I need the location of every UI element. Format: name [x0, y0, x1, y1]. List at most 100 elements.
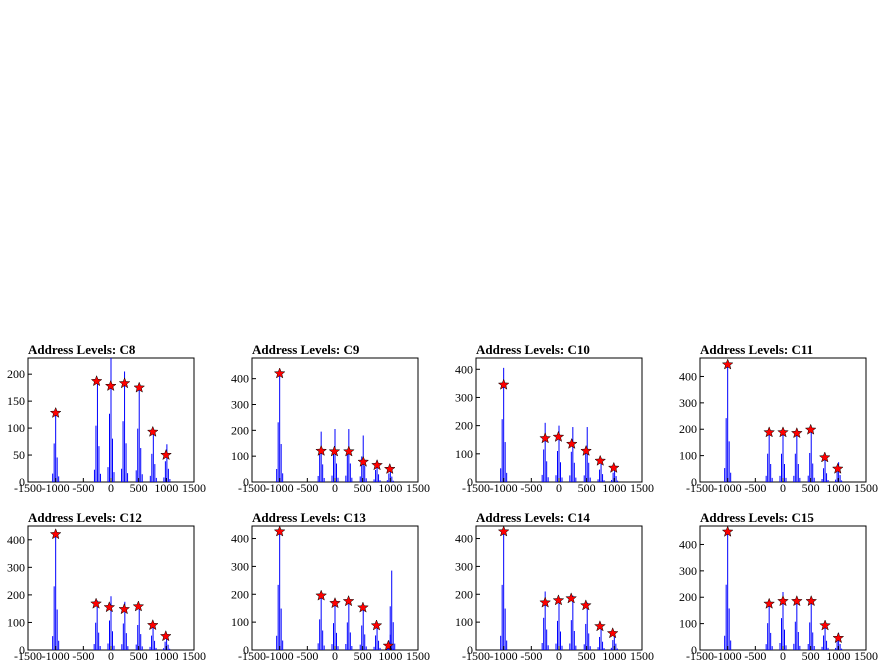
- y-tick-label: 300: [231, 398, 249, 412]
- x-tick-label: -500: [296, 481, 318, 495]
- histogram-spike: [276, 373, 284, 482]
- x-tick-label: 1500: [182, 481, 206, 495]
- y-tick-label: 100: [231, 449, 249, 463]
- x-tick-label: 500: [130, 649, 148, 663]
- x-tick-label: 1500: [854, 481, 878, 495]
- histogram-spike: [317, 431, 325, 482]
- histogram-spike: [331, 601, 339, 650]
- chart-panel-3: Address Levels: C10 -1500 -1000 -500 0 500 100…: [455, 342, 654, 495]
- y-tick-label: 200: [455, 587, 473, 601]
- peak-marker: [146, 618, 159, 631]
- peak-marker: [831, 462, 844, 474]
- x-tick-label: 1000: [154, 649, 178, 663]
- histogram-spike: [149, 430, 157, 482]
- y-tick-label: 0: [691, 643, 697, 657]
- x-tick-label: 1000: [154, 481, 178, 495]
- x-tick-label: 1500: [630, 649, 654, 663]
- x-tick-label: 1000: [378, 649, 402, 663]
- x-tick-label: 500: [578, 649, 596, 663]
- histogram-spike: [345, 429, 353, 482]
- histogram-spike: [500, 531, 508, 650]
- peak-marker: [329, 597, 341, 609]
- x-tick-label: -500: [296, 649, 318, 663]
- x-tick-label: 0: [108, 649, 114, 663]
- x-tick-label: -1500: [462, 649, 490, 663]
- x-tick-label: 500: [802, 649, 820, 663]
- x-tick-label: 500: [802, 481, 820, 495]
- x-tick-label: -1000: [266, 649, 294, 663]
- chart-panel-6: Address Levels: C13 -1500 -1000 -500 0 500 100…: [231, 510, 430, 663]
- x-tick-label: 0: [780, 649, 786, 663]
- y-tick-label: 0: [19, 475, 25, 489]
- peak-marker: [133, 381, 146, 393]
- x-tick-label: -500: [72, 649, 94, 663]
- y-tick-label: 100: [455, 447, 473, 461]
- y-tick-label: 200: [679, 590, 697, 604]
- y-tick-label: 0: [467, 475, 473, 489]
- peak-marker: [315, 444, 328, 456]
- y-tick-label: 200: [231, 423, 249, 437]
- x-tick-label: 1000: [602, 649, 626, 663]
- histogram-spike: [793, 598, 801, 650]
- y-tick-label: 100: [679, 449, 697, 463]
- x-tick-label: 1500: [630, 481, 654, 495]
- histogram-spike: [345, 599, 353, 650]
- histogram-spike: [149, 623, 157, 650]
- peak-marker: [763, 426, 776, 438]
- peak-marker: [497, 525, 510, 537]
- y-tick-label: 200: [231, 587, 249, 601]
- peak-marker: [763, 597, 776, 609]
- peak-marker: [90, 374, 103, 387]
- histogram-spike: [765, 601, 773, 650]
- peak-marker: [565, 437, 578, 449]
- x-tick-label: -1000: [490, 649, 518, 663]
- x-tick-label: -1500: [14, 649, 42, 663]
- peak-marker: [160, 448, 172, 461]
- x-tick-label: -500: [72, 481, 94, 495]
- peak-marker: [579, 599, 592, 611]
- histogram-spike: [331, 429, 339, 482]
- x-tick-label: -1500: [686, 481, 714, 495]
- x-tick-label: 1500: [182, 649, 206, 663]
- peak-marker: [328, 445, 341, 457]
- y-tick-label: 150: [7, 394, 25, 408]
- x-tick-label: -500: [520, 481, 542, 495]
- y-tick-label: 100: [455, 615, 473, 629]
- y-tick-label: 200: [679, 422, 697, 436]
- histogram-spike: [583, 427, 591, 482]
- peak-marker: [104, 379, 117, 392]
- x-tick-label: 1500: [406, 481, 430, 495]
- peak-marker: [382, 639, 395, 651]
- x-tick-label: -1000: [266, 481, 294, 495]
- histogram-spike: [135, 604, 143, 650]
- chart-title: Address Levels: C10: [476, 342, 590, 357]
- peak-marker: [371, 458, 383, 471]
- histogram-spike: [597, 626, 605, 650]
- x-tick-label: -1000: [490, 481, 518, 495]
- chart-panel-2: Address Levels: C9-1500 -1000 -500 0 500 1000…: [231, 342, 430, 495]
- peak-marker: [552, 594, 565, 606]
- peak-marker: [565, 592, 578, 604]
- peak-marker: [777, 426, 789, 438]
- histogram-spike: [163, 444, 171, 482]
- peak-marker: [90, 597, 102, 609]
- histogram-spike: [541, 422, 549, 482]
- x-tick-label: -1500: [462, 481, 490, 495]
- peak-marker: [790, 426, 803, 439]
- y-tick-label: 400: [231, 372, 249, 386]
- x-tick-label: 500: [578, 481, 596, 495]
- y-tick-label: 400: [679, 369, 697, 383]
- x-tick-label: 0: [332, 481, 338, 495]
- histogram-spike: [583, 602, 591, 650]
- peak-marker: [818, 451, 831, 463]
- peak-marker: [342, 445, 355, 457]
- y-tick-label: 300: [455, 559, 473, 573]
- x-tick-label: 0: [556, 649, 562, 663]
- x-tick-label: 1500: [854, 649, 878, 663]
- y-tick-label: 0: [19, 643, 25, 657]
- x-tick-label: -1000: [714, 649, 742, 663]
- peak-marker: [832, 631, 845, 644]
- y-tick-label: 0: [243, 643, 249, 657]
- x-tick-label: -500: [744, 481, 766, 495]
